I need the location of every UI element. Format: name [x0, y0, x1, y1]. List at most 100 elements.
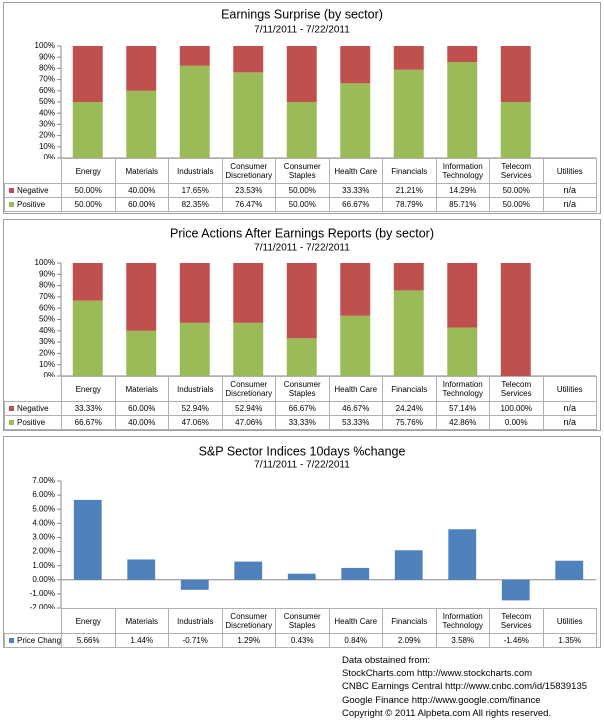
category-label: Telecom Services: [489, 158, 544, 184]
bar-segment: [179, 65, 210, 158]
value-label: 60.00%: [114, 197, 169, 212]
value-label: 1.35%: [542, 633, 597, 648]
table-header-row: Energy Materials Industrials Consumer Discr…: [4, 608, 597, 634]
y-tick-label: 30%: [39, 120, 55, 129]
y-tick-label: 50%: [39, 315, 55, 324]
y-tick-label: 100%: [35, 41, 55, 50]
y-tick-label: 20%: [39, 349, 55, 358]
y-tick-label: 6.00%: [32, 490, 55, 499]
value-label: 0.43%: [275, 633, 330, 648]
category-label: Health Care: [328, 376, 383, 402]
category-label: Materials: [114, 158, 169, 184]
y-tick-label: 90%: [39, 269, 55, 278]
bar: [180, 579, 209, 590]
value-label: 66.67%: [275, 401, 330, 416]
value-label: 47.06%: [221, 415, 276, 430]
category-label: Industrials: [168, 376, 223, 402]
category-label: Consumer Discretionary: [221, 376, 276, 402]
value-label: -1.46%: [489, 633, 544, 648]
legend-cell: Negative: [4, 401, 62, 416]
category-label: Health Care: [328, 608, 383, 634]
value-label: 0.00%: [489, 415, 544, 430]
y-tick-label: 30%: [39, 337, 55, 346]
value-label: 75.76%: [382, 415, 437, 430]
bar: [555, 560, 584, 580]
bar-segment: [72, 300, 103, 376]
bar-segment: [447, 327, 478, 376]
bar-segment: [126, 330, 157, 376]
bar-segment: [340, 46, 371, 84]
chart: Earnings Surprise (by sector) 7/11/2011 -…: [35, 7, 596, 159]
footer-line: StockCharts.com http://www.stockcharts.c…: [342, 668, 533, 680]
value-label: 21.21%: [382, 183, 437, 198]
value-label: 85.71%: [435, 197, 490, 212]
category-label: Materials: [114, 608, 169, 634]
value-label: 33.33%: [61, 401, 116, 416]
value-label: 50.00%: [275, 183, 330, 198]
bar-segment: [126, 46, 157, 91]
value-label: 24.24%: [382, 401, 437, 416]
y-tick-label: 10%: [39, 360, 55, 369]
category-label: Materials: [114, 376, 169, 402]
legend-cell: Negative: [4, 183, 62, 198]
bar-segment: [126, 263, 157, 331]
legend-cell: Positive: [4, 197, 62, 212]
value-label: 50.00%: [61, 197, 116, 212]
value-label: 78.79%: [382, 197, 437, 212]
y-tick-label: 3.00%: [32, 533, 55, 542]
bar-segment: [72, 263, 103, 301]
chart-title: Price Actions After Earnings Reports (by…: [170, 226, 434, 240]
footer-line: Data obstained from:: [342, 655, 431, 666]
bar-segment: [72, 102, 103, 158]
y-tick-label: 7.00%: [32, 476, 55, 485]
chart-title: S&P Sector Indices 10days %change: [199, 444, 406, 458]
legend-label: Positive: [17, 200, 46, 209]
bar-segment: [447, 46, 478, 63]
bar: [127, 559, 156, 580]
value-label: 14.29%: [435, 183, 490, 198]
bar-segment: [447, 263, 478, 328]
category-label: Financials: [382, 376, 437, 402]
data-table: Energy Materials Industrials Consumer Discr…: [4, 376, 597, 430]
chart: S&P Sector Indices 10days %change 7/11/20…: [30, 444, 596, 609]
chart-title: Earnings Surprise (by sector): [221, 7, 383, 21]
chart-panel: Earnings Surprise (by sector) 7/11/2011 -…: [3, 2, 601, 214]
bar-segment: [500, 263, 531, 376]
bar-segment: [233, 46, 264, 73]
bar-segment: [500, 46, 531, 102]
legend-key: [9, 638, 14, 644]
category-label: Consumer Discretionary: [221, 608, 276, 634]
category-label: Telecom Services: [489, 608, 544, 634]
value-label: 23.53%: [221, 183, 276, 198]
category-label: Utilities: [542, 376, 597, 402]
bar-segment: [72, 46, 103, 102]
chart-panel: Price Actions After Earnings Reports (by…: [3, 219, 601, 431]
bar-segment: [500, 102, 531, 158]
category-label: Utilities: [542, 608, 597, 634]
category-label: Telecom Services: [489, 376, 544, 402]
chart-subtitle: 7/11/2011 - 7/22/2011: [254, 25, 350, 36]
bar-segment: [340, 83, 371, 158]
value-label: n/a: [542, 183, 597, 198]
y-tick-label: 0%: [43, 153, 55, 159]
value-label: 1.44%: [114, 633, 169, 648]
bar-segment: [286, 263, 317, 339]
y-tick-label: 80%: [39, 64, 55, 73]
legend-cell: Price Change: [4, 633, 62, 648]
y-tick-label: 60%: [39, 303, 55, 312]
value-label: 17.65%: [168, 183, 223, 198]
bar-segment: [126, 90, 157, 158]
bar-segment: [393, 69, 424, 158]
y-tick-label: 4.00%: [32, 518, 55, 527]
value-label: 2.09%: [382, 633, 437, 648]
bar: [341, 567, 370, 580]
value-label: 57.14%: [435, 401, 490, 416]
category-label: Energy: [61, 158, 116, 184]
y-tick-label: 90%: [39, 52, 55, 61]
bar: [234, 561, 263, 580]
y-tick-label: 5.00%: [32, 504, 55, 513]
category-label: Consumer Discretionary: [221, 158, 276, 184]
table-row: Positive 50.00% 60.00% 82.35% 76.47% 50.00% 66…: [4, 197, 597, 212]
chart-panel: S&P Sector Indices 10days %change 7/11/20…: [3, 436, 601, 648]
y-tick-label: 0%: [43, 371, 55, 377]
